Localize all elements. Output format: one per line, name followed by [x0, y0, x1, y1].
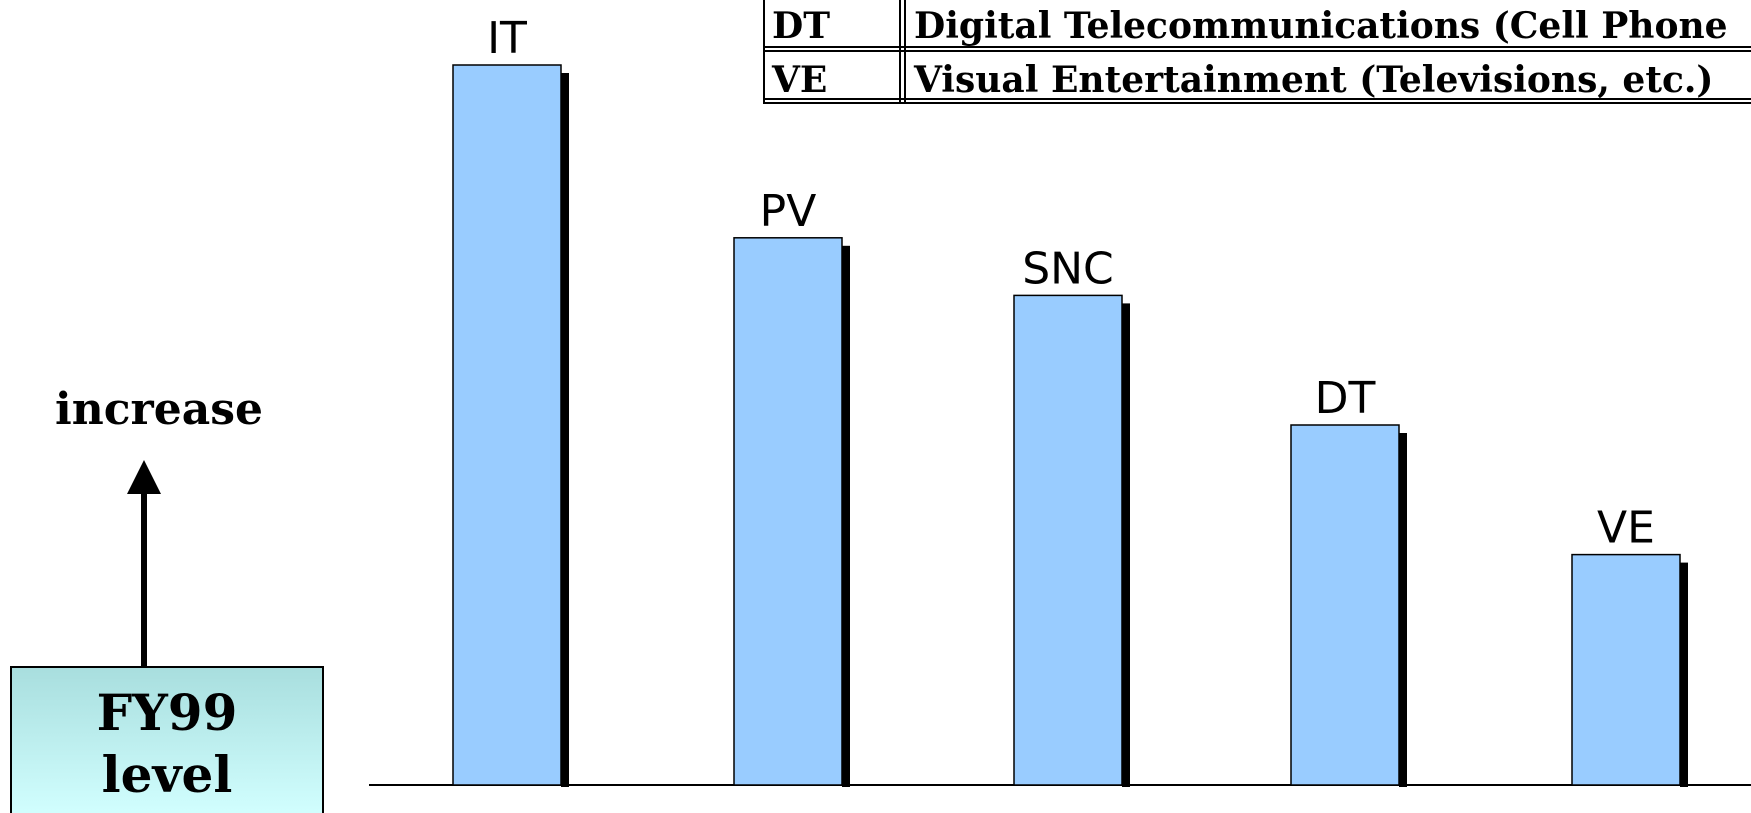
- base-label: level: [102, 745, 233, 804]
- base-label: FY99: [97, 683, 238, 742]
- bar-shadow: [842, 245, 850, 788]
- table-cell: DT: [772, 5, 830, 47]
- base-box: [10, 666, 324, 813]
- table-cell: VE: [771, 59, 827, 101]
- legend-table: DT Digital Telecommunications (Cell Phon…: [763, 0, 1751, 104]
- bar: [1013, 294, 1123, 786]
- bar: [733, 237, 843, 786]
- bar: [1290, 424, 1400, 786]
- bar-shadow: [1680, 562, 1688, 787]
- arrow-head: [127, 460, 161, 494]
- bar-label: VE: [1597, 503, 1655, 554]
- bar: [1571, 553, 1681, 786]
- bar-shadow: [1122, 303, 1130, 787]
- bar-shadow: [1399, 433, 1407, 787]
- bar-label: DT: [1315, 373, 1376, 424]
- table-cell: Digital Telecommunications (Cell Phone: [914, 5, 1728, 47]
- bar: [452, 64, 562, 786]
- bar-label: IT: [487, 13, 527, 64]
- bar-shadow: [561, 73, 569, 787]
- table-cell: Visual Entertainment (Televisions, etc.): [913, 59, 1713, 101]
- increase-label: increase: [55, 384, 263, 435]
- bar-label: PV: [760, 186, 817, 237]
- bar-label: SNC: [1022, 243, 1114, 294]
